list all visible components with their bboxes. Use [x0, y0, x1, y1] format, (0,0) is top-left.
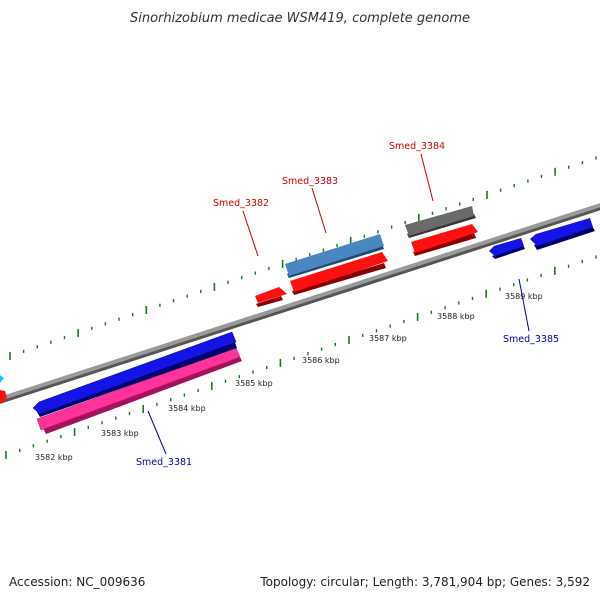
- gene-smed-3382-bar[interactable]: [255, 287, 287, 307]
- scale-label-3589: 3589 kbp: [505, 292, 543, 301]
- scale-label-3587: 3587 kbp: [369, 334, 407, 343]
- scale-label-3583: 3583 kbp: [101, 429, 139, 438]
- gene-smed-3385-bar-small[interactable]: [489, 238, 525, 259]
- scale-label-3586: 3586 kbp: [302, 356, 340, 365]
- scale-label-3582: 3582 kbp: [35, 453, 73, 462]
- gene-label-smed-3384[interactable]: Smed_3384: [389, 141, 445, 152]
- gene-offscreen-red: [0, 390, 7, 404]
- page-title: Sinorhizobium medicae WSM419, complete g…: [130, 11, 470, 26]
- gene-label-smed-3383[interactable]: Smed_3383: [282, 176, 338, 187]
- smed-3385-leader: [518, 278, 530, 332]
- topology-label: Topology: circular; Length: 3,781,904 bp…: [259, 575, 590, 589]
- gene-smed-3381-bar[interactable]: [36, 347, 242, 434]
- gene-smed-3383-bar-red[interactable]: [290, 252, 388, 295]
- gene-offscreen-cyan: [0, 375, 4, 383]
- scale-label-3585: 3585 kbp: [235, 379, 273, 388]
- gene-label-smed-3382[interactable]: Smed_3382: [213, 198, 269, 209]
- gene-smed-3385-bar[interactable]: [530, 218, 595, 250]
- smed-3382-leader: [242, 210, 259, 257]
- genome-backbone: [0, 203, 600, 401]
- smed-3383-leader: [311, 187, 327, 234]
- gene-smed-3383-bar[interactable]: [285, 234, 384, 278]
- gene-label-smed-3381[interactable]: Smed_3381: [136, 457, 192, 468]
- smed-3381-leader: [147, 410, 167, 455]
- gene-smed-3384-bar[interactable]: [405, 206, 476, 238]
- lower-tick-track: [5, 255, 597, 459]
- scale-label-3588: 3588 kbp: [437, 312, 475, 321]
- gene-smed-3384-bar-red[interactable]: [411, 224, 478, 256]
- upper-tick-track: [9, 156, 597, 360]
- smed-3384-leader: [420, 153, 434, 202]
- gene-reverse-blue-bar-1[interactable]: [32, 331, 237, 417]
- gene-label-smed-3385[interactable]: Smed_3385: [503, 334, 559, 345]
- scale-label-3584: 3584 kbp: [168, 404, 206, 413]
- accession-label: Accession: NC_009636: [9, 575, 145, 589]
